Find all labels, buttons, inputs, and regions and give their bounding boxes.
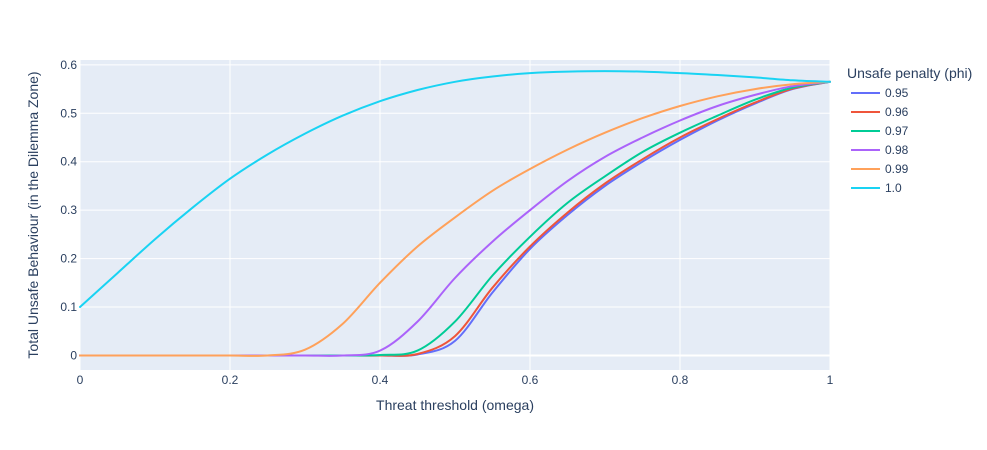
legend-label: 0.98 bbox=[885, 143, 909, 157]
plot-area bbox=[80, 60, 830, 370]
legend[interactable]: 0.95 0.96 0.97 0.98 0.99 1.0 bbox=[851, 86, 909, 195]
x-tick-label: 0.8 bbox=[672, 373, 689, 387]
series-layer bbox=[79, 70, 831, 357]
series-line-1.0 bbox=[79, 70, 831, 308]
legend-item-0.96[interactable]: 0.96 bbox=[851, 105, 909, 119]
legend-label: 0.95 bbox=[885, 86, 909, 100]
y-tick-label: 0.4 bbox=[60, 155, 77, 169]
y-tick-label: 0.3 bbox=[60, 203, 77, 217]
series-line-0.99 bbox=[79, 80, 831, 357]
y-tick-label: 0.5 bbox=[60, 106, 77, 120]
y-tick-label: 0.1 bbox=[60, 300, 77, 314]
legend-title: Unsafe penalty (phi) bbox=[847, 65, 972, 81]
legend-item-1.0[interactable]: 1.0 bbox=[851, 181, 902, 195]
y-tick-label: 0 bbox=[70, 348, 77, 362]
legend-item-0.98[interactable]: 0.98 bbox=[851, 143, 909, 157]
x-tick-label: 0.6 bbox=[522, 373, 539, 387]
x-tick-label: 0 bbox=[77, 373, 84, 387]
x-tick-label: 0.2 bbox=[222, 373, 239, 387]
legend-label: 0.97 bbox=[885, 124, 909, 138]
y-axis-title: Total Unsafe Behaviour (in the Dilemma Z… bbox=[25, 71, 41, 358]
y-tick-label: 0.6 bbox=[60, 58, 77, 72]
legend-label: 1.0 bbox=[885, 181, 902, 195]
legend-label: 0.96 bbox=[885, 105, 909, 119]
y-tick-label: 0.2 bbox=[60, 252, 77, 266]
y-axis-ticks: 0 0.1 0.2 0.3 0.4 0.5 0.6 bbox=[60, 58, 77, 363]
x-axis-ticks: 0 0.2 0.4 0.6 0.8 1 bbox=[77, 373, 834, 387]
x-tick-label: 1 bbox=[827, 373, 834, 387]
gridlines bbox=[79, 60, 831, 370]
legend-item-0.99[interactable]: 0.99 bbox=[851, 162, 909, 176]
x-tick-label: 0.4 bbox=[372, 373, 389, 387]
legend-item-0.97[interactable]: 0.97 bbox=[851, 124, 909, 138]
legend-label: 0.99 bbox=[885, 162, 909, 176]
x-axis-title: Threat threshold (omega) bbox=[376, 397, 534, 413]
legend-item-0.95[interactable]: 0.95 bbox=[851, 86, 909, 100]
